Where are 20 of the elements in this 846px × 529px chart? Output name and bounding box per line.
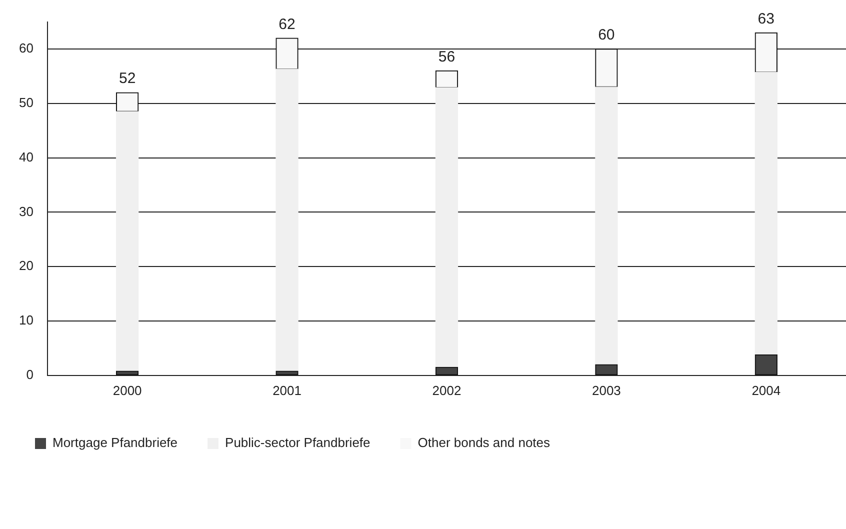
x-tick-label: 2004 bbox=[752, 382, 781, 398]
total-label: 56 bbox=[438, 48, 456, 66]
y-tick-label: 40 bbox=[18, 149, 34, 164]
total-label: 52 bbox=[118, 70, 136, 88]
y-tick-label: 60 bbox=[18, 40, 34, 56]
y-tick-label: 50 bbox=[18, 94, 34, 110]
x-tick-label: 2001 bbox=[272, 382, 302, 398]
total-label: 60 bbox=[598, 26, 615, 44]
y-tick-label: 10 bbox=[18, 312, 34, 328]
total-label: 62 bbox=[278, 16, 296, 33]
legend-label: Other bonds and notes bbox=[418, 435, 551, 450]
legend-label: Mortgage Pfandbriefe bbox=[52, 435, 178, 450]
y-tick-label: 20 bbox=[18, 258, 34, 274]
x-tick-label: 2000 bbox=[112, 382, 142, 398]
legend-label: Public-sector Pfandbriefe bbox=[225, 435, 370, 450]
x-tick-label: 2002 bbox=[432, 382, 462, 398]
x-tick-label: 2003 bbox=[592, 382, 621, 398]
y-tick-label: 30 bbox=[18, 204, 34, 219]
y-tick-label: 0 bbox=[26, 366, 34, 382]
total-label: 63 bbox=[758, 10, 774, 28]
